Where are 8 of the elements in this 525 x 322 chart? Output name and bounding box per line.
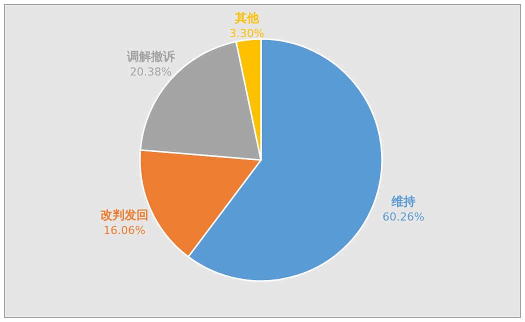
data-label: 3.30%: [229, 27, 264, 40]
slice-label: 改判发回: [100, 208, 148, 222]
data-label: 60.26%: [382, 210, 424, 224]
slice-label: 维持: [390, 194, 416, 209]
data-label: 16.06%: [104, 224, 146, 238]
slice-label: 其他: [234, 11, 260, 26]
data-label: 20.38%: [130, 66, 172, 79]
slice-label: 调解撤诉: [126, 50, 176, 64]
